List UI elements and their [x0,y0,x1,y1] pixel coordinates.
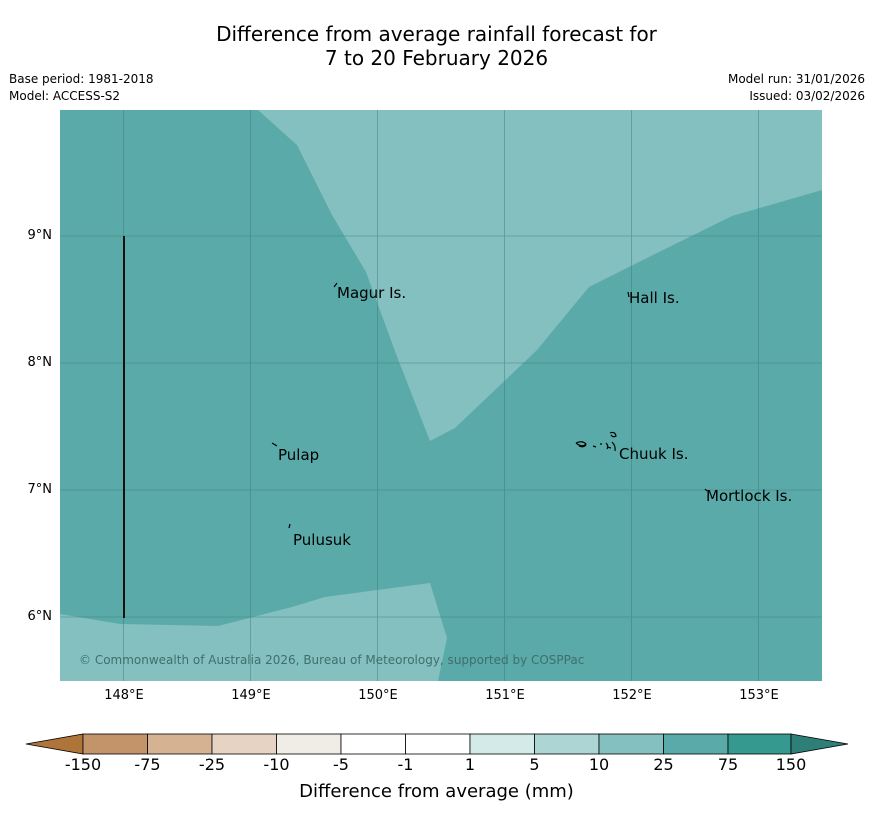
title-line-1: Difference from average rainfall forecas… [216,22,657,46]
map-title: Difference from average rainfall forecas… [0,22,873,70]
lon-label-151e: 151°E [485,688,525,703]
place-pulusuk: Pulusuk [293,531,351,549]
colorbar-tick-12: 150 [775,755,807,774]
colorbar-tick-10: 25 [653,755,674,774]
lat-label-8n: 8°N [27,355,53,370]
map-area [60,110,822,681]
colorbar-seg-11 [727,733,792,755]
model-name: Model: ACCESS-S2 [9,89,121,103]
colorbar-tick-9: 10 [588,755,610,774]
colorbar-seg-8 [534,733,600,755]
colorbar-seg-7 [469,733,535,755]
place-chuuk-is: Chuuk Is. [619,445,689,463]
place-magur-is: Magur Is. [337,284,407,302]
lon-label-149e: 149°E [231,688,271,703]
base-period: Base period: 1981-2018 [9,72,154,86]
copyright-notice: © Commonwealth of Australia 2026, Bureau… [79,653,585,667]
colorbar-tick-4: -10 [263,755,290,774]
lat-label-6n: 6°N [27,609,53,624]
band-10-25-north [258,110,822,441]
colorbar-label: Difference from average (mm) [299,781,574,802]
colorbar-low-arrow [25,733,84,755]
colorbar-seg-10 [663,733,729,755]
model-run: Model run: 31/01/2026 [727,72,865,86]
island-outlines [271,282,708,529]
colorbar-tick-1: -150 [64,755,102,774]
colorbar [25,733,849,755]
map-svg [60,110,822,681]
lon-label-150e: 150°E [358,688,398,703]
colorbar-seg-1 [82,733,148,755]
colorbar-tick-2: -75 [134,755,161,774]
colorbar-tick-3: -25 [198,755,226,774]
colorbar-seg-3 [211,733,277,755]
colorbar-tick-11: 75 [717,755,739,774]
band-10-25-south [60,583,447,681]
lon-label-148e: 148°E [104,688,144,703]
place-mortlock-is: Mortlock Is. [706,487,793,505]
colorbar-seg-4 [276,733,342,755]
place-pulap: Pulap [278,446,320,464]
lat-label-9n: 9°N [27,228,53,243]
colorbar-tick-6: -1 [397,755,414,774]
colorbar-seg-5 [340,733,406,755]
meta-left: Base period: 1981-2018 Model: ACCESS-S2 [9,71,154,105]
colorbar-seg-9 [598,733,664,755]
title-line-2: 7 to 20 February 2026 [324,46,549,70]
colorbar-seg-6 [405,733,471,755]
colorbar-tick-7: 1 [464,755,476,774]
place-hall-is: Hall Is. [629,289,680,307]
lon-label-152e: 152°E [612,688,652,703]
meta-right: Model run: 31/01/2026 Issued: 03/02/2026 [728,71,865,105]
issued-date: Issued: 03/02/2026 [749,89,865,103]
colorbar-tick-8: 5 [529,755,540,774]
lon-label-153e: 153°E [739,688,779,703]
lat-label-7n: 7°N [27,482,53,497]
colorbar-tick-5: -5 [333,755,349,774]
colorbar-high-arrow [790,733,849,755]
colorbar-seg-2 [147,733,213,755]
